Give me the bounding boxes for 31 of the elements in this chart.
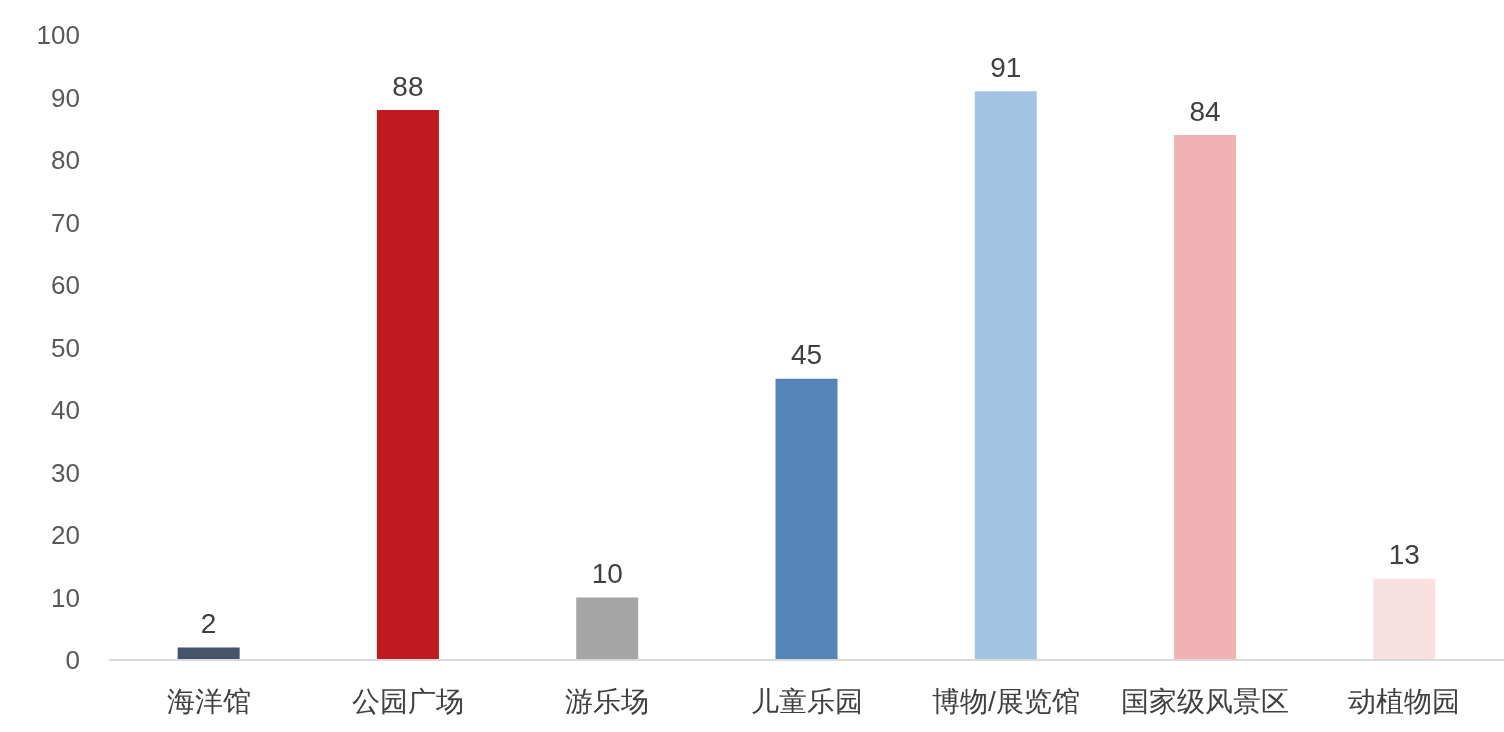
- x-tick-label: 博物/展览馆: [931, 685, 1080, 717]
- y-tick-label: 60: [51, 270, 80, 300]
- x-tick-label: 国家级风景区: [1121, 685, 1290, 717]
- y-tick-label: 0: [65, 645, 80, 675]
- y-tick-label: 80: [51, 145, 80, 175]
- x-tick-label: 动植物园: [1348, 685, 1461, 717]
- x-tick-label: 游乐场: [565, 685, 650, 717]
- bar: [974, 91, 1037, 660]
- x-tick-label: 公园广场: [351, 685, 464, 717]
- y-tick-label: 40: [51, 395, 80, 425]
- y-tick-label: 90: [51, 82, 80, 113]
- y-tick-label: 10: [51, 582, 80, 613]
- y-tick-label: 50: [51, 332, 80, 363]
- data-label: 91: [990, 51, 1022, 83]
- data-label: 45: [790, 339, 823, 371]
- bar: [1373, 578, 1436, 660]
- data-label: 10: [591, 558, 623, 589]
- data-label: 84: [1189, 95, 1221, 127]
- bar: [1174, 135, 1237, 660]
- bar: [576, 597, 639, 660]
- y-tick-label: 70: [51, 207, 80, 238]
- y-tick-label: 30: [51, 457, 80, 488]
- x-tick-label: 海洋馆: [166, 685, 251, 717]
- bar: [376, 110, 439, 660]
- data-label: 88: [392, 70, 424, 102]
- data-label: 2: [200, 608, 217, 639]
- x-tick-label: 儿童乐园: [750, 685, 863, 717]
- y-tick-label: 100: [36, 20, 80, 50]
- bar: [775, 378, 838, 660]
- y-tick-label: 20: [51, 520, 80, 550]
- data-label: 13: [1388, 539, 1420, 571]
